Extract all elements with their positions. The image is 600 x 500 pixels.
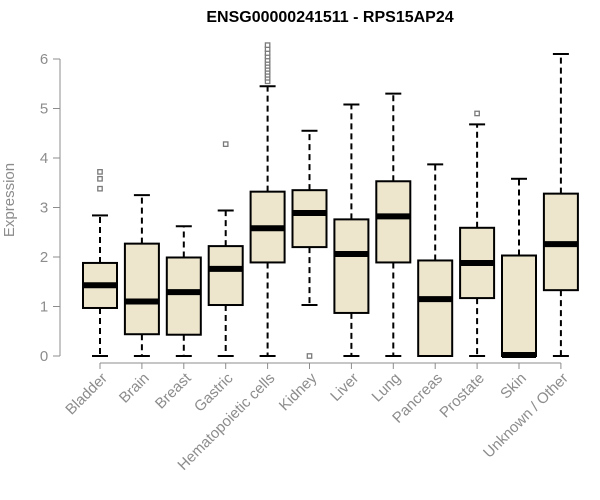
box-iqr [417,259,454,357]
outlier-point [97,185,103,192]
x-tick-label: Kidney [276,369,321,414]
box-group [375,92,412,357]
box-series [82,42,579,359]
box-group [542,53,579,357]
x-tick-label: Skin [497,370,530,403]
box-iqr [165,256,202,336]
box-iqr [333,218,370,314]
outlier-point [474,110,480,117]
outlier-point [97,169,103,175]
box-iqr [123,242,160,336]
chart-title: ENSG00000241511 - RPS15AP24 [206,9,453,26]
box-group [165,225,202,357]
outlier-point [264,42,271,48]
outlier-point [222,141,229,147]
y-axis: 0 1 2 3 4 5 6 [40,51,61,365]
x-tick-label: Bladder [62,370,111,419]
y-tick-label: 1 [40,299,48,316]
y-tick-label: 0 [40,348,48,365]
box-group [291,129,328,359]
box-group [249,42,286,357]
x-tick-label: Lung [369,370,405,406]
x-tick-label: Prostate [436,370,488,422]
y-tick-label: 5 [40,101,48,118]
x-tick-label: Breast [152,369,195,412]
y-tick-label: 6 [40,51,48,68]
outlier-point [97,175,103,182]
box-group [459,110,496,357]
x-tick-label: Brain [116,370,153,407]
y-tick-label: 3 [40,200,48,217]
box-iqr [375,180,412,264]
box-group [207,141,244,357]
box-iqr [501,254,537,357]
box-iqr [291,189,328,249]
box-group [82,169,118,357]
outlier-point [306,353,313,359]
box-group [123,194,160,357]
y-tick-label: 2 [40,249,48,266]
box-group [417,163,454,357]
box-group [333,103,370,357]
box-group [501,177,537,359]
y-axis-label: Expression [1,163,18,237]
x-tick-label: Liver [327,370,362,405]
y-tick-label: 4 [40,150,48,167]
box-iqr [207,245,244,307]
